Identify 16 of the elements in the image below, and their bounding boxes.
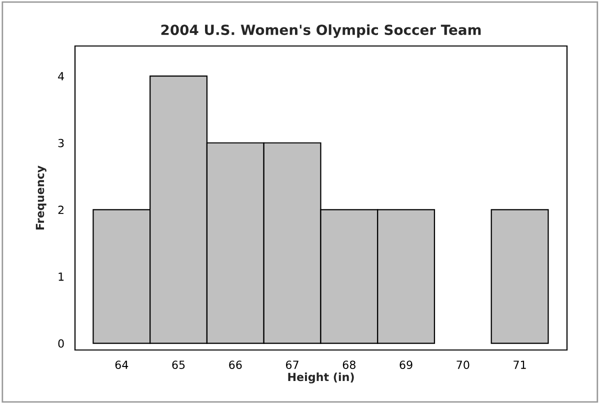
y-axis-title: Frequency bbox=[36, 166, 46, 230]
y-tick-label: 3 bbox=[58, 138, 64, 148]
x-tick-label: 66 bbox=[229, 360, 242, 370]
x-axis-title: Height (in) bbox=[288, 372, 354, 384]
x-tick-label: 65 bbox=[172, 360, 185, 370]
y-tick-label: 2 bbox=[58, 206, 64, 214]
x-tick-label: 68 bbox=[342, 360, 356, 370]
y-tick-label: 4 bbox=[58, 72, 64, 80]
y-tick-label: 0 bbox=[58, 339, 64, 348]
chart-title: 2004 U.S. Women's Olympic Soccer Team bbox=[161, 24, 481, 38]
x-tick-label: 70 bbox=[456, 360, 470, 370]
x-tick-label: 64 bbox=[115, 360, 128, 370]
x-tick-label: 67 bbox=[286, 360, 298, 370]
x-tick-label: 71 bbox=[514, 360, 526, 369]
y-tick-label: 1 bbox=[58, 272, 64, 281]
x-tick-label: 69 bbox=[400, 360, 412, 370]
